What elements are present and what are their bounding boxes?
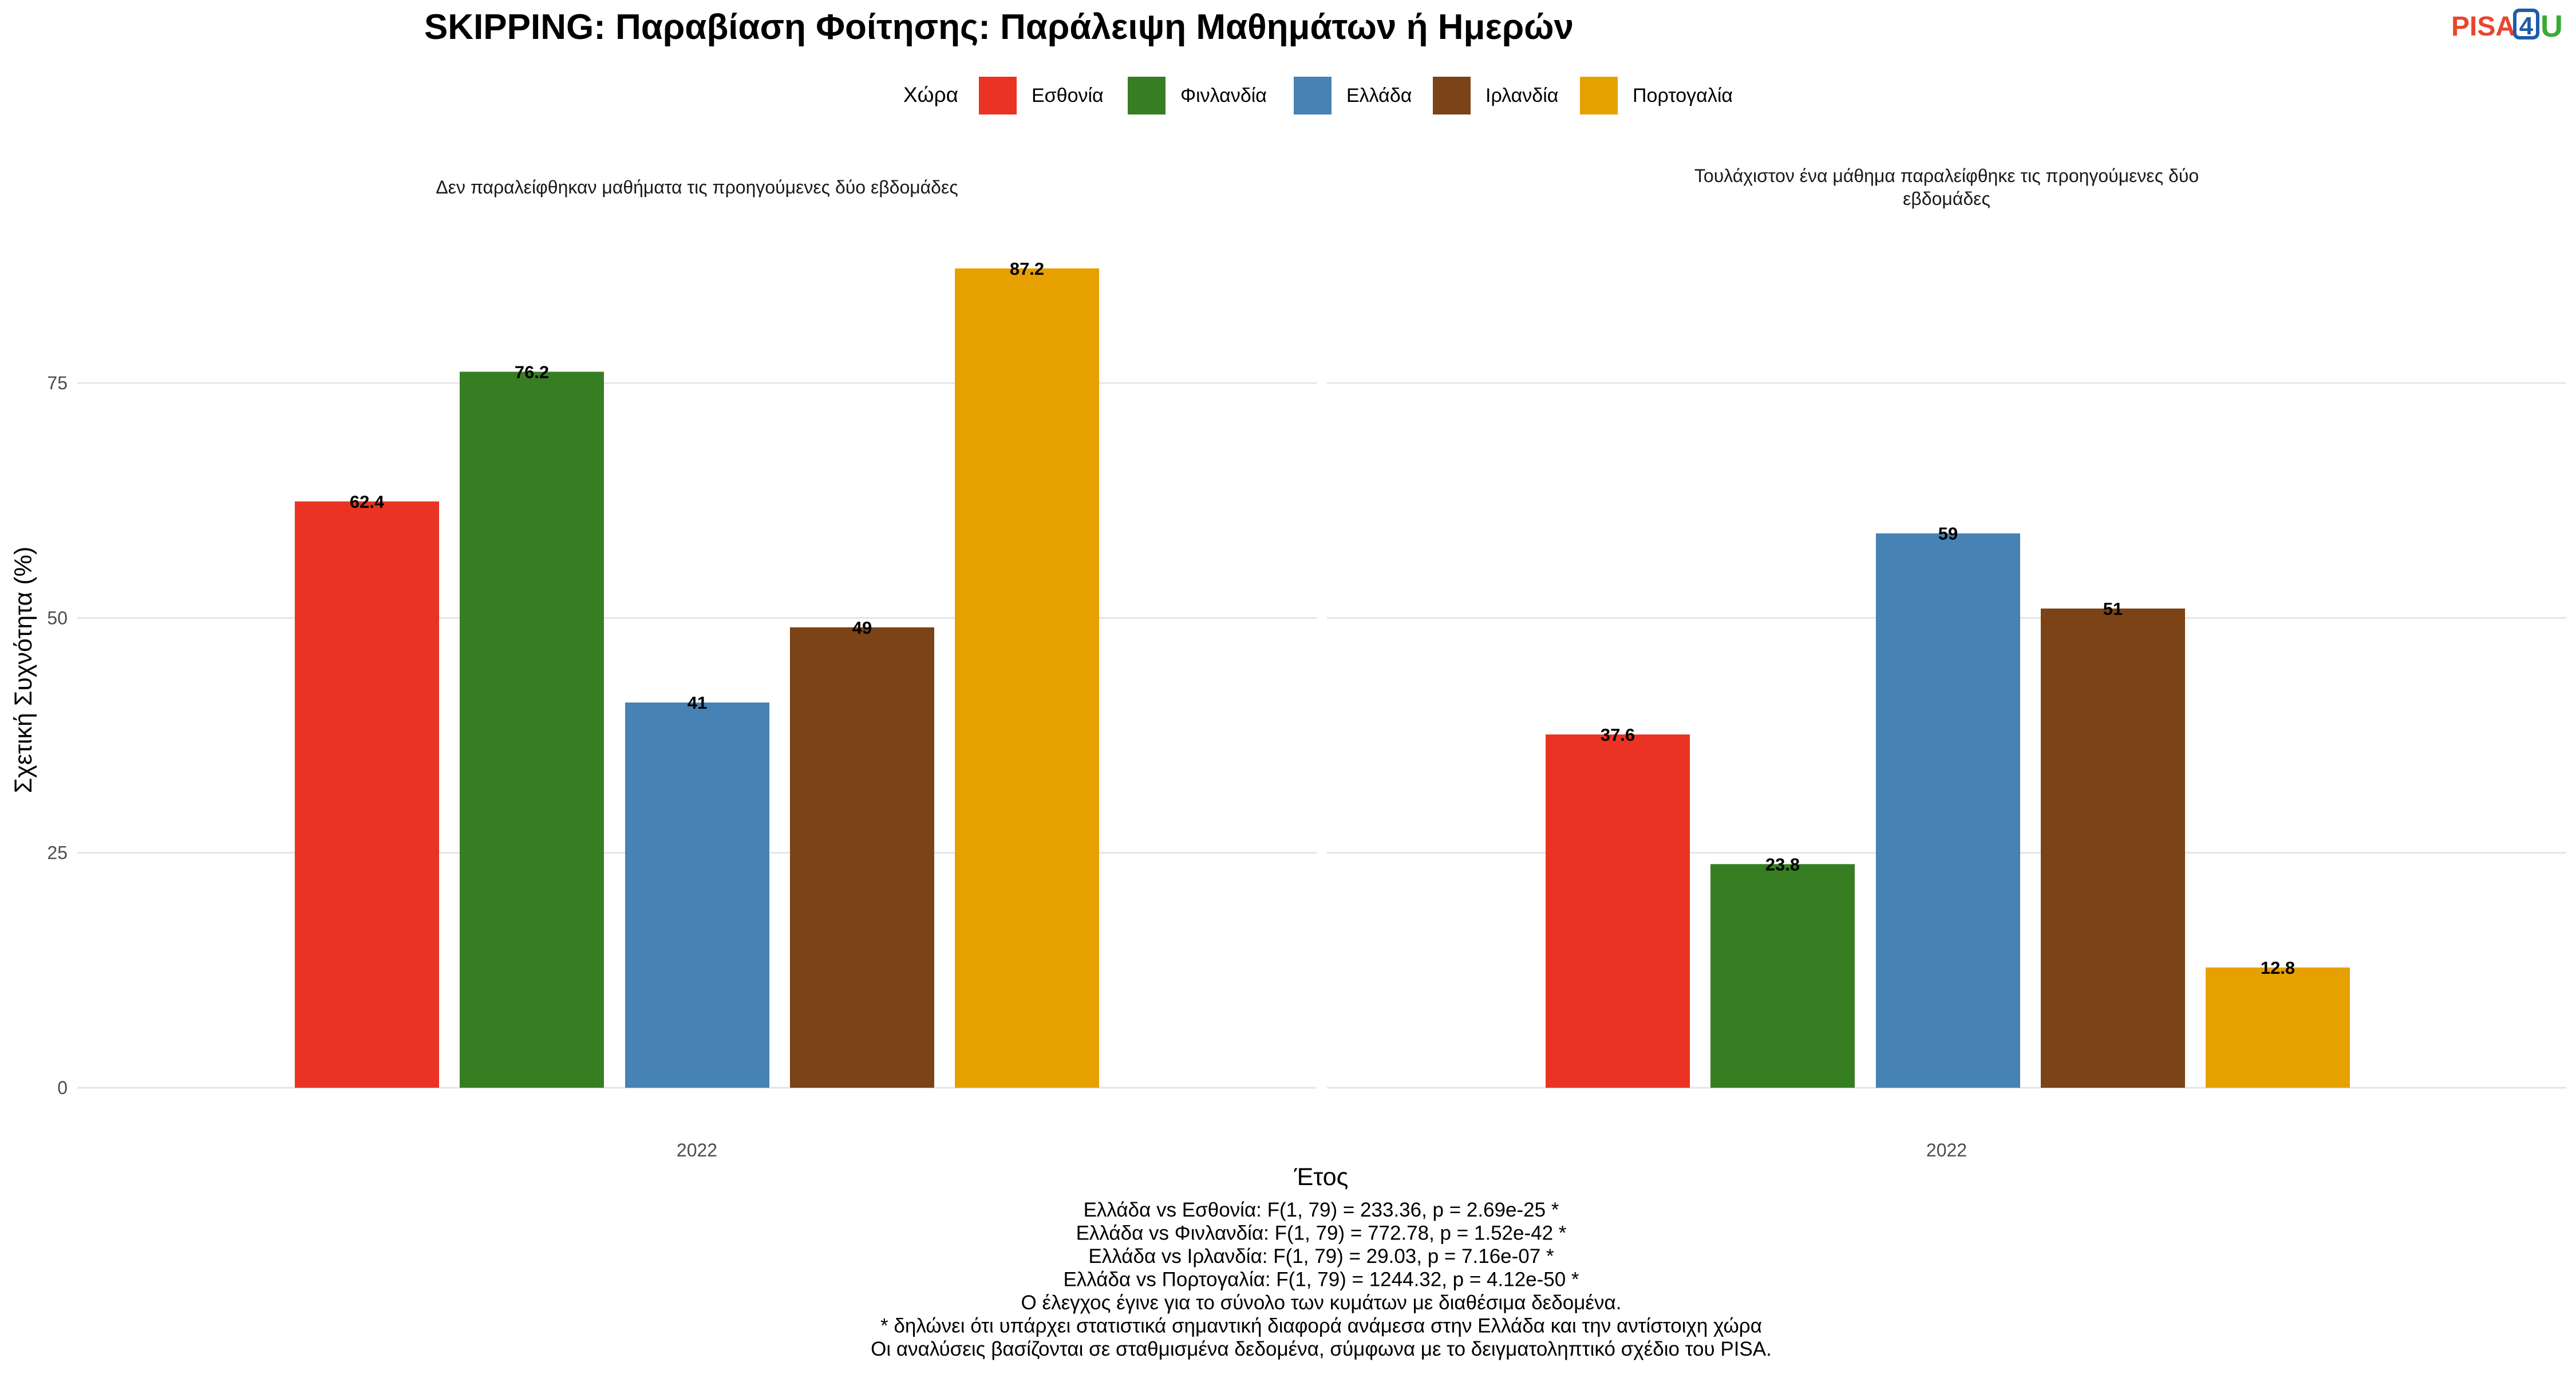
bar [625, 702, 769, 1088]
caption: Ελλάδα vs Εσθονία: F(1, 79) = 233.36, p … [871, 1199, 1772, 1360]
chart-title: SKIPPING: Παραβίαση Φοίτησης: Παράλειψη … [424, 7, 1574, 47]
caption-line: Ελλάδα vs Εσθονία: F(1, 79) = 233.36, p … [1084, 1199, 1559, 1221]
legend-swatch [1580, 77, 1618, 114]
logo-four-text: 4 [2519, 12, 2534, 40]
logo-box [2513, 9, 2539, 40]
plot-area: 0 25 50 75 Δεν παραλείφθηκαν μαθήματα τις πρ… [47, 165, 2566, 1160]
logo: PISA 4 U [2451, 9, 2563, 44]
bar-value-label: 51 [2103, 599, 2123, 619]
legend-label: Πορτογαλία [1633, 85, 1733, 106]
bar-value-label: 37.6 [1601, 725, 1635, 745]
facet-title: Δεν παραλείφθηκαν μαθήματα τις προηγούμε… [436, 177, 958, 198]
bar [2206, 967, 2350, 1088]
caption-line: Οι αναλύσεις βασίζονται σε σταθμισμένα δ… [871, 1338, 1772, 1360]
logo-pisa-text: PISA [2451, 11, 2515, 42]
bar-value-label: 62.4 [350, 492, 385, 512]
bar-value-label: 12.8 [2261, 958, 2295, 978]
legend-label: Ιρλανδία [1485, 85, 1558, 106]
facet-panel: 0 25 50 75 Δεν παραλείφθηκαν μαθήματα τις πρ… [47, 177, 1317, 1160]
facet-title: εβδομάδες [1903, 188, 1990, 209]
legend-swatch [1128, 77, 1165, 114]
bar [955, 268, 1099, 1088]
y-tick-label: 0 [57, 1077, 68, 1098]
y-tick-label: 50 [47, 607, 68, 628]
bar [1546, 734, 1690, 1088]
x-tick-label: 2022 [677, 1140, 717, 1160]
y-tick-label: 75 [47, 373, 68, 393]
caption-line: * δηλώνει ότι υπάρχει στατιστικά σημαντι… [880, 1315, 1762, 1337]
bar [1876, 533, 2020, 1088]
caption-line: Ελλάδα vs Φινλανδία: F(1, 79) = 772.78, … [1076, 1222, 1567, 1245]
caption-line: Ελλάδα vs Ιρλανδία: F(1, 79) = 29.03, p … [1088, 1245, 1554, 1268]
legend-label: Εσθονία [1032, 85, 1104, 106]
y-tick-label: 25 [47, 843, 68, 863]
facet-title: Τουλάχιστον ένα μάθημα παραλείφθηκε τις … [1694, 165, 2199, 186]
logo-u-text: U [2541, 9, 2563, 44]
facet-panel: Τουλάχιστον ένα μάθημα παραλείφθηκε τις … [1327, 165, 2566, 1160]
legend-swatch [979, 77, 1017, 114]
y-axis-title: Σχετική Συχνότητα (%) [10, 547, 37, 793]
bar [790, 627, 934, 1088]
legend-label: Φινλανδία [1180, 85, 1267, 106]
legend-swatch [1433, 77, 1471, 114]
x-axis-title: Έτος [1294, 1163, 1349, 1191]
bar-value-label: 76.2 [515, 362, 549, 382]
bar-value-label: 41 [688, 693, 707, 713]
legend-label: Ελλάδα [1346, 85, 1412, 106]
x-tick-label: 2022 [1926, 1140, 1967, 1160]
bar-value-label: 23.8 [1765, 854, 1800, 874]
bar [295, 501, 439, 1088]
bar-value-label: 49 [852, 618, 872, 638]
bar [2041, 608, 2185, 1088]
bar [460, 372, 604, 1088]
bar-value-label: 59 [1938, 524, 1958, 544]
legend-swatch [1294, 77, 1332, 114]
caption-line: Ο έλεγχος έγινε για το σύνολο των κυμάτω… [1021, 1292, 1622, 1314]
legend: Χώρα Εσθονία Φινλανδία Ελλάδα Ιρλανδία Πορτογ… [903, 77, 1733, 114]
legend-title: Χώρα [903, 83, 958, 106]
caption-line: Ελλάδα vs Πορτογαλία: F(1, 79) = 1244.32… [1063, 1269, 1579, 1291]
bar [1710, 864, 1855, 1088]
bar-value-label: 87.2 [1010, 259, 1044, 279]
